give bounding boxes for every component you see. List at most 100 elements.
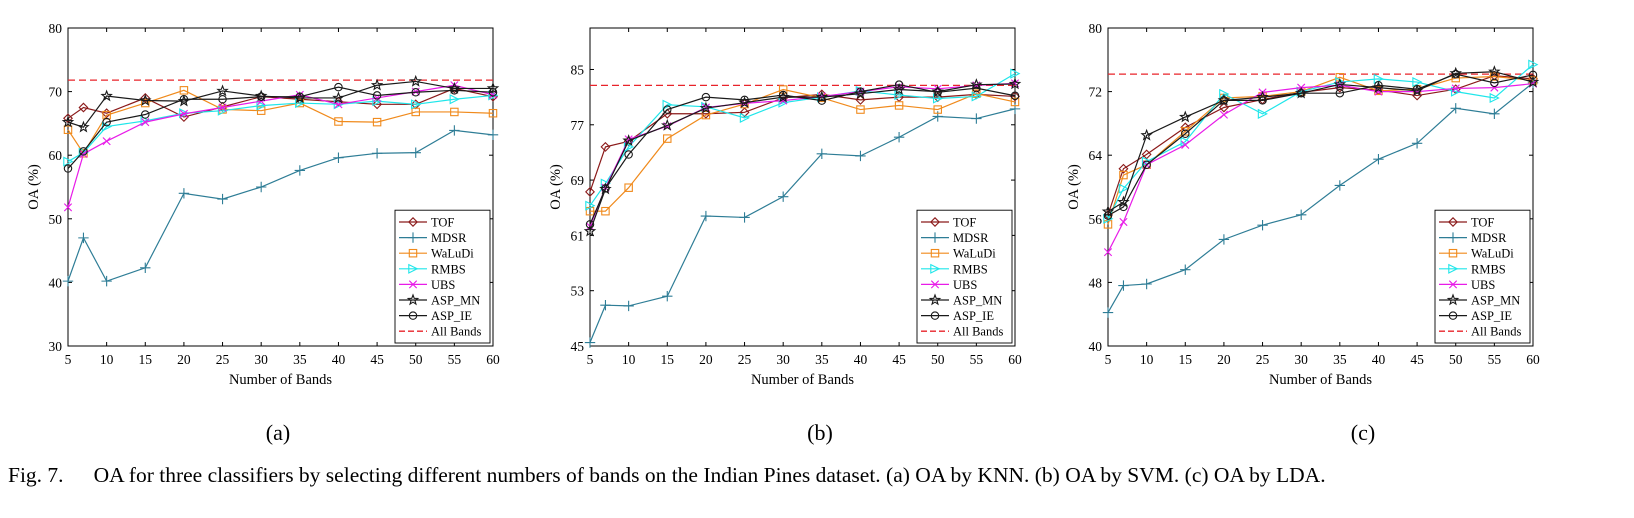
data-point bbox=[1010, 97, 1020, 107]
data-point bbox=[77, 120, 90, 133]
data-point bbox=[295, 97, 306, 109]
x-tick-label: 40 bbox=[854, 352, 868, 367]
data-point bbox=[410, 99, 422, 110]
data-point bbox=[701, 110, 711, 120]
data-point bbox=[585, 220, 595, 229]
series-line bbox=[67, 89, 494, 155]
data-point bbox=[1373, 73, 1384, 84]
y-tick-label: 80 bbox=[1089, 21, 1103, 36]
data-point bbox=[101, 275, 112, 287]
data-point bbox=[856, 105, 865, 114]
data-point bbox=[855, 94, 866, 105]
x-tick-label: 35 bbox=[293, 352, 307, 367]
data-point bbox=[295, 92, 305, 101]
legend-marker bbox=[930, 280, 940, 289]
data-point bbox=[139, 93, 152, 106]
legend-marker bbox=[1447, 232, 1459, 243]
data-point bbox=[141, 110, 150, 119]
legend-marker bbox=[930, 263, 941, 274]
legend-entry-asp-ie: ASP_IE bbox=[399, 309, 472, 323]
data-point bbox=[663, 134, 672, 143]
data-point bbox=[218, 94, 227, 104]
data-point bbox=[970, 78, 983, 91]
data-point bbox=[370, 78, 384, 91]
legend-entry-rmbs: RMBS bbox=[399, 262, 466, 276]
legend-label: UBS bbox=[431, 278, 455, 292]
data-point bbox=[333, 152, 344, 163]
legend-label: ASP_IE bbox=[431, 309, 472, 323]
series-line bbox=[67, 94, 494, 163]
legend-label: ASP_IE bbox=[953, 309, 994, 323]
data-point bbox=[1118, 183, 1129, 194]
data-point bbox=[256, 92, 266, 101]
y-tick-label: 60 bbox=[49, 148, 63, 163]
x-tick-label: 60 bbox=[486, 352, 500, 367]
legend-marker bbox=[1448, 311, 1458, 320]
figure-caption: Fig. 7. OA for three classifiers by selec… bbox=[8, 463, 1326, 488]
series-line bbox=[590, 88, 1016, 212]
legend-entry-tof: TOF bbox=[921, 216, 976, 230]
legend-marker bbox=[408, 280, 418, 289]
data-point bbox=[63, 164, 73, 173]
data-point bbox=[178, 188, 190, 199]
data-point bbox=[622, 134, 635, 147]
data-point bbox=[971, 113, 982, 124]
x-tick-label: 45 bbox=[1410, 352, 1424, 367]
legend-marker bbox=[930, 248, 940, 258]
data-point bbox=[856, 87, 865, 96]
data-point bbox=[739, 107, 750, 118]
data-point bbox=[1528, 59, 1539, 70]
legend-marker bbox=[929, 232, 941, 243]
data-point bbox=[1373, 153, 1384, 165]
data-point bbox=[972, 83, 981, 93]
legend-entry-ubs: UBS bbox=[921, 278, 977, 292]
data-point bbox=[62, 275, 74, 287]
x-tick-label: 15 bbox=[139, 352, 153, 367]
data-point bbox=[179, 86, 189, 95]
series-mdsr bbox=[584, 103, 1021, 348]
data-point bbox=[1333, 77, 1347, 90]
data-point bbox=[255, 181, 267, 193]
data-point bbox=[1180, 264, 1191, 275]
legend-marker bbox=[1448, 217, 1458, 227]
data-point bbox=[1451, 69, 1460, 79]
y-axis-label: OA (%) bbox=[548, 164, 564, 210]
series-asp-ie bbox=[1103, 69, 1538, 220]
data-point bbox=[624, 150, 633, 159]
data-point bbox=[1101, 205, 1115, 217]
data-point bbox=[78, 102, 89, 113]
data-point bbox=[701, 92, 711, 102]
data-point bbox=[102, 137, 111, 146]
data-point bbox=[140, 115, 151, 126]
data-point bbox=[1218, 234, 1230, 245]
legend-entry-waludi: WaLuDi bbox=[399, 247, 474, 261]
series-ubs bbox=[585, 79, 1020, 231]
data-point bbox=[1218, 102, 1229, 113]
data-point bbox=[1181, 127, 1190, 136]
data-point bbox=[1412, 76, 1423, 88]
data-point bbox=[1179, 110, 1192, 123]
series-rmbs bbox=[585, 68, 1021, 211]
data-point bbox=[372, 91, 382, 100]
data-point bbox=[217, 193, 228, 205]
x-tick-label: 35 bbox=[815, 352, 829, 367]
data-point bbox=[1449, 66, 1462, 79]
legend-marker bbox=[1448, 280, 1458, 289]
data-point bbox=[372, 117, 382, 127]
legend-label: All Bands bbox=[431, 325, 481, 339]
data-point bbox=[601, 206, 610, 216]
series-waludi bbox=[585, 85, 1020, 216]
data-point bbox=[1528, 70, 1538, 80]
data-point bbox=[63, 156, 74, 167]
data-point bbox=[1450, 86, 1462, 97]
data-point bbox=[1256, 90, 1269, 103]
series-asp-ie bbox=[63, 82, 498, 173]
legend-label: MDSR bbox=[431, 231, 467, 245]
x-tick-label: 45 bbox=[892, 352, 906, 367]
data-point bbox=[1118, 280, 1129, 291]
chart-panel-1: 5 10 15 20 25 30 35 40 45 50 55 60 30 40 50 60 70 80 Numbe… bbox=[26, 21, 500, 388]
legend-entry-all-bands: All Bands bbox=[399, 325, 481, 339]
